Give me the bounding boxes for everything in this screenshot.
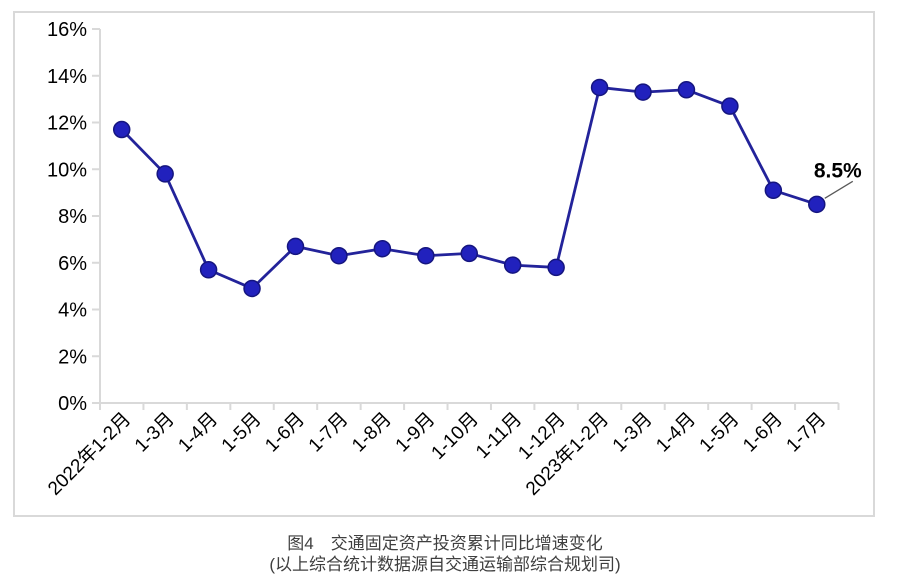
annotation-leader-line (824, 180, 854, 199)
data-point (547, 258, 565, 277)
y-axis-label: 16% (47, 19, 87, 41)
data-point (808, 195, 826, 214)
y-axis-label: 2% (58, 346, 87, 368)
y-axis-label: 14% (47, 66, 87, 88)
data-point (156, 165, 174, 183)
x-axis-label: 1-8月 (348, 409, 396, 457)
annotation-label: 8.5% (814, 159, 862, 182)
data-point (199, 261, 218, 279)
x-axis-label: 1-6月 (261, 409, 309, 457)
x-axis-label: 1-7月 (305, 409, 353, 457)
data-point (764, 181, 783, 200)
x-axis-label: 1-4月 (652, 409, 700, 457)
x-axis-label: 1-3月 (609, 409, 657, 457)
x-axis-label: 1-10月 (428, 409, 483, 464)
data-point (677, 81, 696, 99)
data-point (460, 244, 478, 263)
data-point (634, 83, 652, 101)
x-axis-label: 1-5月 (696, 409, 744, 457)
data-point (590, 78, 609, 97)
y-axis-label: 8% (58, 206, 87, 228)
x-axis-label: 2022年1-2月 (44, 408, 136, 500)
y-axis-label: 6% (58, 253, 87, 275)
figure-caption: 图4 交通固定资产投资累计同比增速变化 (以上综合统计数据源自交通运输部综合规划… (13, 533, 877, 575)
y-axis-label: 4% (58, 300, 87, 322)
x-axis-label: 1-5月 (218, 409, 266, 457)
y-axis-label: 12% (47, 113, 87, 135)
figure-caption-title: 图4 交通固定资产投资累计同比增速变化 (287, 534, 603, 553)
data-point (503, 256, 522, 274)
data-point (330, 246, 348, 265)
data-point (373, 239, 392, 258)
data-point (417, 246, 435, 265)
x-axis-label: 1-7月 (783, 409, 831, 457)
x-axis-label: 1-3月 (131, 409, 179, 457)
data-point (243, 279, 261, 298)
x-axis-label: 1-4月 (174, 409, 222, 457)
figure-caption-source: (以上综合统计数据源自交通运输部综合规划司) (269, 555, 621, 574)
chart-frame (13, 11, 875, 517)
data-point (721, 97, 739, 115)
x-axis-label: 1-6月 (739, 409, 787, 457)
data-point (112, 120, 131, 139)
y-axis-label: 10% (47, 159, 87, 181)
y-axis-label: 0% (58, 393, 87, 415)
data-point (286, 237, 305, 256)
x-axis-label: 1-11月 (472, 409, 526, 463)
